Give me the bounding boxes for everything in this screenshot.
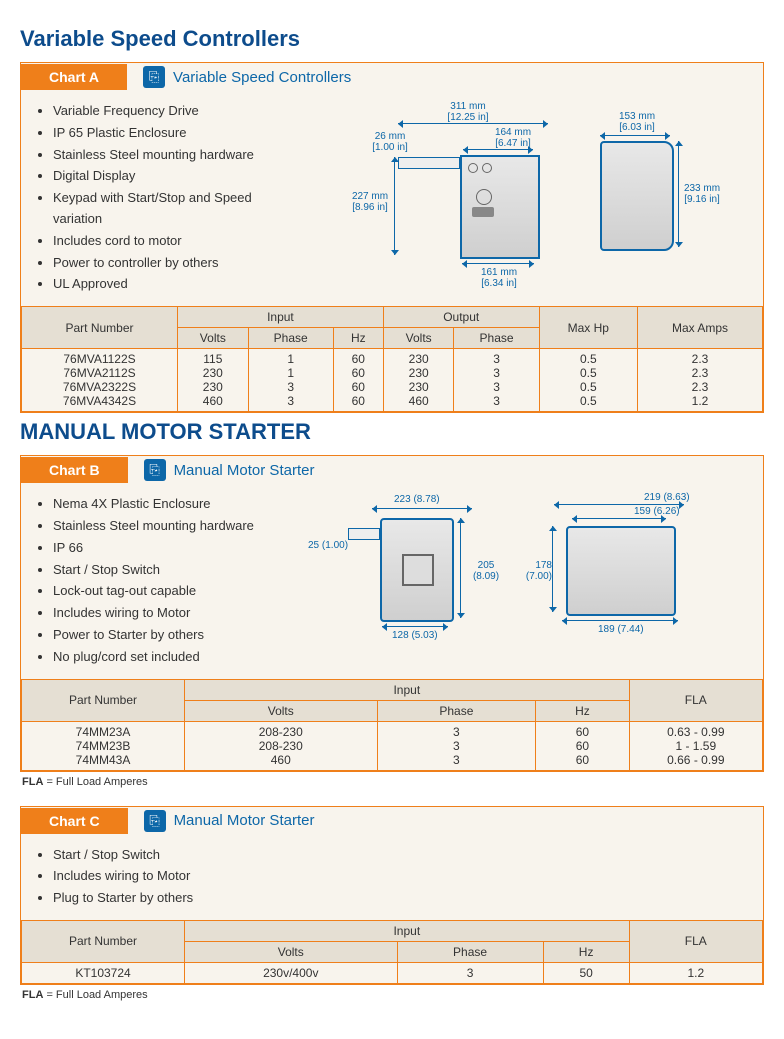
list-item: Start / Stop Switch [53, 845, 193, 866]
table-row: KT103724230v/400v3501.2 [22, 962, 763, 983]
list-item: Variable Frequency Drive [53, 101, 297, 122]
wash-icon: ⎘ [144, 810, 166, 832]
list-item: Includes cord to motor [53, 231, 297, 252]
table-cell: 50 [543, 962, 629, 983]
chart-a-diagrams: 311 mm[12.25 in] 164 mm[6.47 in] 26 mm[1… [311, 101, 751, 296]
dim-b-128: 128 (5.03) [392, 630, 438, 641]
footnote-b: FLA = Full Load Amperes [22, 776, 764, 788]
dim-311: 311 mm[12.25 in] [418, 101, 518, 123]
chart-a-label: Chart A [21, 64, 127, 90]
list-item: IP 66 [53, 538, 267, 559]
dim-b-178: 178 (7.00) [508, 560, 552, 582]
table-cell: KT103724 [22, 962, 185, 983]
footnote-c: FLA = Full Load Amperes [22, 989, 764, 1001]
dim-b-205: 205 (8.09) [464, 560, 508, 582]
dim-b-159: 159 (6.26) [634, 506, 680, 517]
chart-a-header: Chart A ⎘ Variable Speed Controllers [21, 63, 763, 91]
list-item: Nema 4X Plastic Enclosure [53, 494, 267, 515]
chart-c-subtitle: Manual Motor Starter [174, 812, 315, 829]
dim-b-25: 25 (1.00) [308, 540, 348, 551]
chart-b-header: Chart B ⎘ Manual Motor Starter [21, 456, 763, 484]
table-cell: 115230230460 [178, 349, 249, 412]
list-item: Stainless Steel mounting hardware [53, 516, 267, 537]
list-item: Plug to Starter by others [53, 888, 193, 909]
table-cell: 74MM23A74MM23B74MM43A [22, 721, 185, 770]
table-cell: 3333 [454, 349, 539, 412]
chart-b-diagrams: 223 (8.78) 25 (1.00) 205 (8.09) 128 (5.0… [281, 494, 751, 668]
dim-227: 227 mm[8.96 in] [348, 191, 392, 213]
wash-icon: ⎘ [143, 66, 165, 88]
table-cell: 60606060 [333, 349, 383, 412]
table-cell: 333 [377, 721, 536, 770]
chart-c-header: Chart C ⎘ Manual Motor Starter [21, 807, 763, 835]
chart-c-box: Chart C ⎘ Manual Motor Starter Start / S… [20, 806, 764, 985]
chart-a-box: Chart A ⎘ Variable Speed Controllers Var… [20, 62, 764, 413]
chart-b-subtitle: Manual Motor Starter [174, 462, 315, 479]
list-item: Stainless Steel mounting hardware [53, 145, 297, 166]
table-cell: 1.2 [629, 962, 762, 983]
list-item: No plug/cord set included [53, 647, 267, 668]
table-row: 74MM23A74MM23B74MM43A208-230208-23046033… [22, 721, 763, 770]
list-item: Power to Starter by others [53, 625, 267, 646]
list-item: Lock-out tag-out capable [53, 581, 267, 602]
table-cell: 2.32.32.31.2 [638, 349, 763, 412]
chart-a-subtitle: Variable Speed Controllers [173, 69, 351, 86]
list-item: UL Approved [53, 274, 297, 295]
chart-a-table: Part Number Input Output Max Hp Max Amps… [21, 306, 763, 412]
list-item: IP 65 Plastic Enclosure [53, 123, 297, 144]
table-cell: 76MVA1122S76MVA2112S76MVA2322S76MVA4342S [22, 349, 178, 412]
dim-233: 233 mm[9.16 in] [682, 183, 722, 205]
list-item: Start / Stop Switch [53, 560, 267, 581]
dim-26: 26 mm[1.00 in] [370, 131, 410, 153]
table-cell: 0.50.50.50.5 [539, 349, 637, 412]
wash-icon: ⎘ [144, 459, 166, 481]
chart-b-box: Chart B ⎘ Manual Motor Starter Nema 4X P… [20, 455, 764, 771]
dim-b-223: 223 (8.78) [394, 494, 440, 505]
chart-c-label: Chart C [21, 808, 128, 834]
table-cell: 606060 [536, 721, 629, 770]
dim-b-219: 219 (8.63) [644, 492, 690, 503]
dim-153: 153 mm[6.03 in] [602, 111, 672, 133]
table-cell: 230v/400v [185, 962, 397, 983]
table-row: 76MVA1122S76MVA2112S76MVA2322S76MVA4342S… [22, 349, 763, 412]
list-item: Includes wiring to Motor [53, 603, 267, 624]
dim-164: 164 mm[6.47 in] [478, 127, 548, 149]
chart-c-bullets: Start / Stop SwitchIncludes wiring to Mo… [33, 845, 193, 910]
table-cell: 208-230208-230460 [185, 721, 378, 770]
section-b-title: MANUAL MOTOR STARTER [20, 419, 764, 445]
list-item: Keypad with Start/Stop and Speed variati… [53, 188, 297, 230]
chart-c-table: Part Number Input FLA Volts Phase Hz KT1… [21, 920, 763, 984]
dim-b-189: 189 (7.44) [598, 624, 644, 635]
list-item: Power to controller by others [53, 253, 297, 274]
list-item: Digital Display [53, 166, 297, 187]
table-cell: 230230230460 [383, 349, 454, 412]
section-a-title: Variable Speed Controllers [20, 26, 764, 52]
table-cell: 0.63 - 0.991 - 1.590.66 - 0.99 [629, 721, 762, 770]
table-cell: 1133 [248, 349, 333, 412]
chart-b-bullets: Nema 4X Plastic EnclosureStainless Steel… [33, 494, 267, 668]
dim-161: 161 mm[6.34 in] [464, 267, 534, 289]
chart-a-bullets: Variable Frequency DriveIP 65 Plastic En… [33, 101, 297, 296]
chart-b-table: Part Number Input FLA Volts Phase Hz 74M… [21, 679, 763, 771]
table-cell: 3 [397, 962, 543, 983]
chart-b-label: Chart B [21, 457, 128, 483]
list-item: Includes wiring to Motor [53, 866, 193, 887]
